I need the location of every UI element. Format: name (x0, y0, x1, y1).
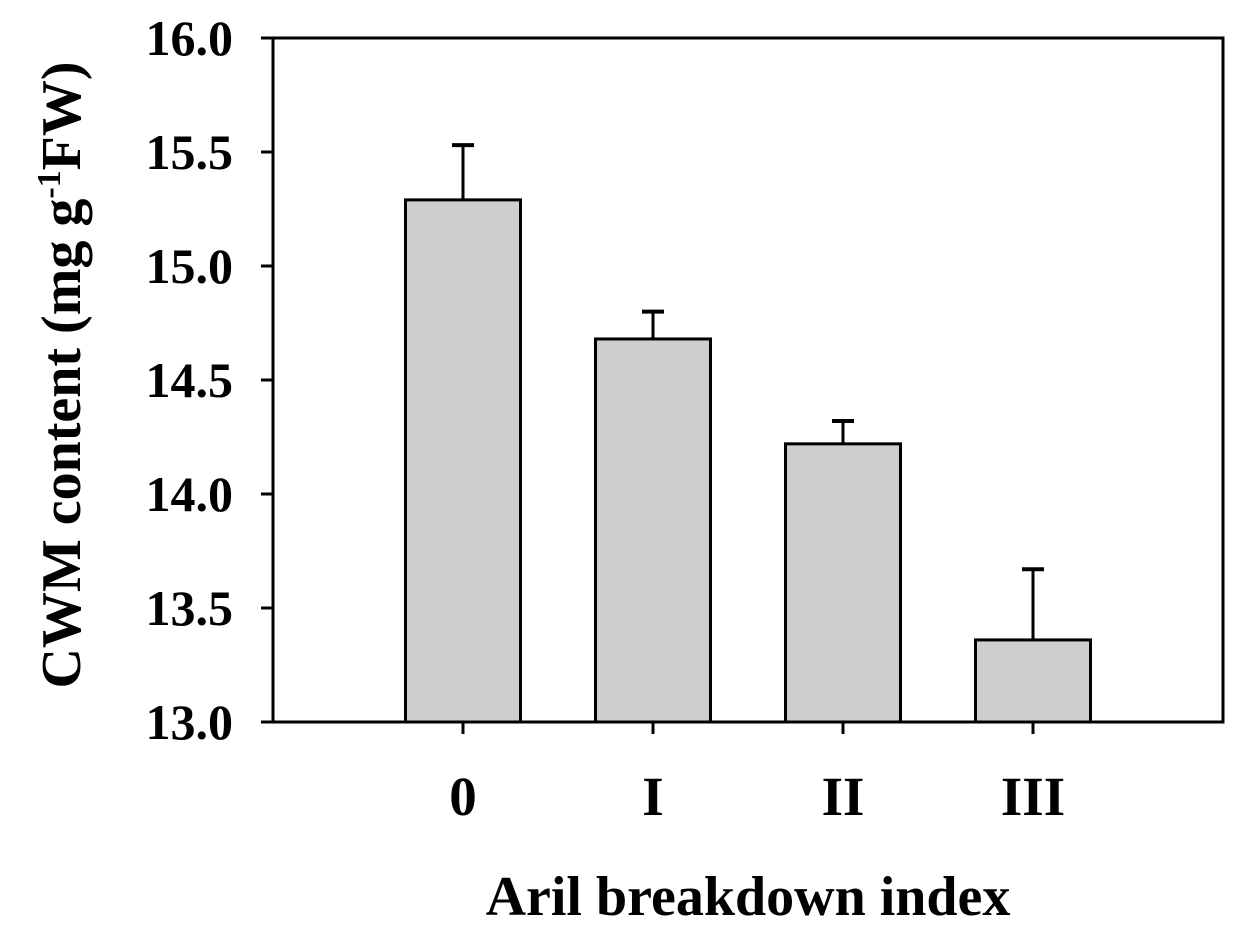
y-tick-label-15.5: 15.5 (146, 124, 234, 180)
x-tick-label-0: 0 (449, 766, 477, 827)
y-axis-title-unit: FW) (31, 61, 93, 171)
bar-III (974, 638, 1092, 724)
bar-I (594, 337, 712, 724)
y-axis-title-text: CWM content (mg g (31, 198, 93, 689)
x-tick-label-II: II (822, 766, 865, 827)
x-tick-label-III: III (1001, 766, 1065, 827)
y-tick-label-14.5: 14.5 (146, 352, 234, 408)
y-tick-label-13.0: 13.0 (146, 694, 234, 750)
plot-frame (271, 36, 1225, 724)
y-axis-title-superscript: -1 (31, 170, 68, 199)
y-tick-label-14.0: 14.0 (146, 466, 234, 522)
y-tick-label-16.0: 16.0 (146, 10, 234, 66)
y-tick-label-15.0: 15.0 (146, 238, 234, 294)
x-tick-label-I: I (642, 766, 663, 827)
y-tick-label-13.5: 13.5 (146, 580, 234, 636)
x-axis-title: Aril breakdown index (485, 866, 1011, 928)
bar-0 (404, 198, 522, 724)
bar-II (784, 442, 902, 724)
y-axis-title: CWM content (mg g-1FW) (20, 0, 104, 765)
